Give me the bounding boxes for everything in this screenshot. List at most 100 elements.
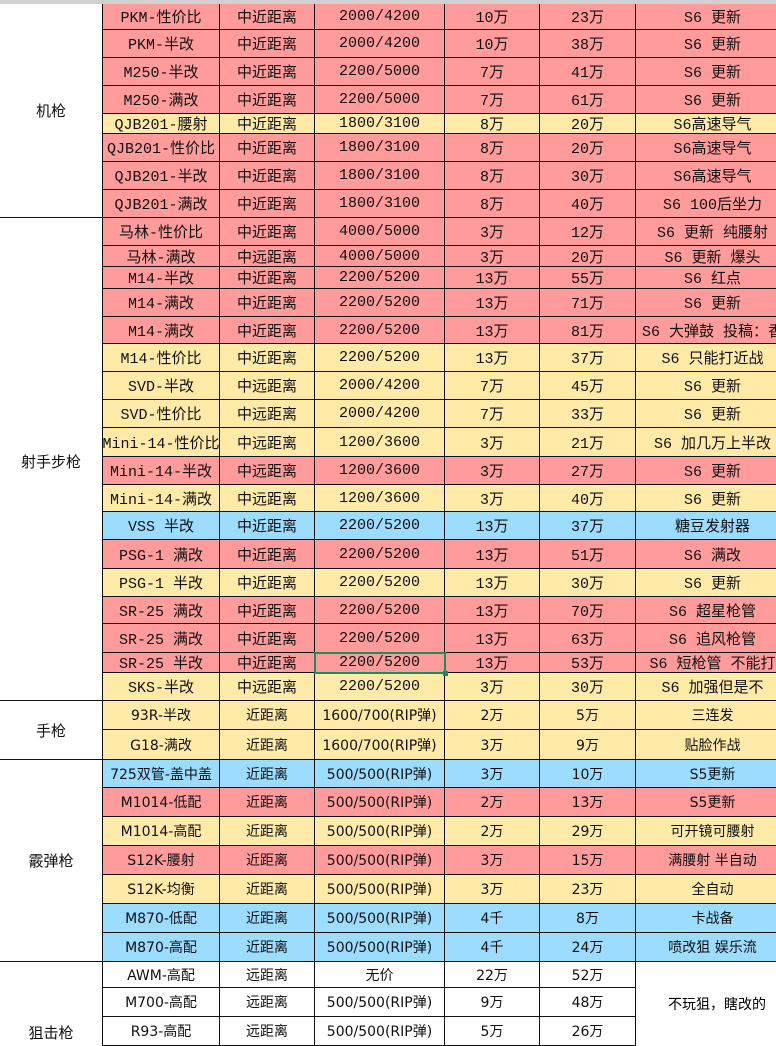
distance-cell[interactable]: 2000/4200 [315,372,445,400]
base-price-cell[interactable]: 9万 [445,988,540,1017]
full-price-cell[interactable]: 40万 [540,190,636,218]
range-cell[interactable]: 中近距离 [220,540,315,569]
note-cell[interactable]: 可开镜可腰射 [636,817,776,846]
distance-cell[interactable]: 无价 [315,962,445,988]
distance-cell[interactable]: 2200/5200 [315,673,445,701]
note-cell[interactable]: S6 只能打近战 [636,344,776,372]
base-price-cell[interactable]: 10万 [445,30,540,58]
weapon-name-cell[interactable]: SR-25 满改 [102,624,220,653]
full-price-cell[interactable]: 30万 [540,162,636,190]
weapon-name-cell[interactable]: 725双管-盖中盖 [102,760,220,788]
base-price-cell[interactable]: 3万 [445,485,540,512]
weapon-name-cell[interactable]: M250-满改 [102,86,220,114]
note-cell[interactable]: S6 100后坐力 [636,190,776,218]
distance-cell[interactable]: 2000/4200 [315,400,445,428]
full-price-cell[interactable]: 20万 [540,134,636,162]
full-price-cell[interactable]: 30万 [540,673,636,701]
weapon-name-cell[interactable]: SR-25 半改 [102,653,220,673]
full-price-cell[interactable]: 51万 [540,540,636,569]
full-price-cell[interactable]: 48万 [540,988,636,1017]
distance-cell[interactable]: 2200/5200 [315,624,445,653]
group-label[interactable]: 狙击枪 [28,1024,74,1042]
note-cell[interactable]: 卡战备 [636,904,776,933]
full-price-cell[interactable]: 41万 [540,58,636,86]
distance-cell[interactable]: 4000/5000 [315,246,445,267]
base-price-cell[interactable]: 13万 [445,512,540,540]
note-cell[interactable]: 糖豆发射器 [636,512,776,540]
distance-cell[interactable]: 4000/5000 [315,218,445,246]
note-cell[interactable]: 满腰射 半自动 [636,846,776,875]
base-price-cell[interactable]: 3万 [445,730,540,760]
note-cell[interactable]: 喷改狙 娱乐流 [636,933,776,962]
note-cell[interactable]: S6 更新 [636,86,776,114]
full-price-cell[interactable]: 10万 [540,760,636,788]
distance-cell[interactable]: 2200/5200 [315,512,445,540]
range-cell[interactable]: 中远距离 [220,372,315,400]
range-cell[interactable]: 中近距离 [220,134,315,162]
full-price-cell[interactable]: 23万 [540,875,636,904]
weapon-name-cell[interactable]: VSS 半改 [102,512,220,540]
full-price-cell[interactable]: 8万 [540,904,636,933]
range-cell[interactable]: 中近距离 [220,190,315,218]
range-cell[interactable]: 近距离 [220,933,315,962]
range-cell[interactable]: 中近距离 [220,218,315,246]
full-price-cell[interactable]: 15万 [540,846,636,875]
note-cell[interactable]: S6 更新 [636,457,776,485]
note-cell[interactable]: 全自动 [636,875,776,904]
range-cell[interactable]: 近距离 [220,875,315,904]
weapon-name-cell[interactable]: SR-25 满改 [102,597,220,624]
weapon-name-cell[interactable]: SVD-半改 [102,372,220,400]
distance-cell[interactable]: 2200/5200 [315,344,445,372]
range-cell[interactable]: 中近距离 [220,344,315,372]
base-price-cell[interactable]: 2万 [445,788,540,817]
base-price-cell[interactable]: 8万 [445,162,540,190]
weapon-name-cell[interactable]: PSG-1 半改 [102,569,220,597]
range-cell[interactable]: 中近距离 [220,317,315,344]
group-label[interactable]: 霰弹枪 [0,760,102,962]
note-cell[interactable]: S6高速导气 [636,134,776,162]
range-cell[interactable]: 近距离 [220,760,315,788]
range-cell[interactable]: 近距离 [220,730,315,760]
weapon-name-cell[interactable]: PSG-1 满改 [102,540,220,569]
distance-cell[interactable]: 500/500(RIP弹) [315,988,445,1017]
weapon-name-cell[interactable]: 马林-性价比 [102,218,220,246]
range-cell[interactable]: 远距离 [220,988,315,1017]
note-cell[interactable]: S6 更新 [636,372,776,400]
range-cell[interactable]: 中远距离 [220,246,315,267]
note-cell[interactable]: S6 更新 [636,30,776,58]
range-cell[interactable]: 中远距离 [220,673,315,701]
distance-cell[interactable]: 2200/5200 [315,653,445,673]
distance-cell[interactable]: 1200/3600 [315,457,445,485]
distance-cell[interactable]: 500/500(RIP弹) [315,933,445,962]
base-price-cell[interactable]: 7万 [445,86,540,114]
range-cell[interactable]: 近距离 [220,817,315,846]
distance-cell[interactable]: 2200/5200 [315,317,445,344]
distance-cell[interactable]: 2000/4200 [315,4,445,30]
group-label[interactable]: 射手步枪 [0,218,102,701]
weapon-name-cell[interactable]: M250-半改 [102,58,220,86]
base-price-cell[interactable]: 3万 [445,875,540,904]
note-cell[interactable]: S6 追风枪管 [636,624,776,653]
weapon-name-cell[interactable]: Mini-14-半改 [102,457,220,485]
full-price-cell[interactable]: 20万 [540,246,636,267]
note-cell[interactable]: S6 更新 [636,569,776,597]
range-cell[interactable]: 远距离 [220,1017,315,1046]
range-cell[interactable]: 中近距离 [220,289,315,317]
base-price-cell[interactable]: 3万 [445,760,540,788]
base-price-cell[interactable]: 13万 [445,540,540,569]
weapon-name-cell[interactable]: 马林-满改 [102,246,220,267]
note-cell[interactable]: S6 更新 [636,400,776,428]
base-price-cell[interactable]: 4千 [445,933,540,962]
distance-cell[interactable]: 500/500(RIP弹) [315,846,445,875]
base-price-cell[interactable]: 8万 [445,114,540,134]
base-price-cell[interactable]: 13万 [445,317,540,344]
range-cell[interactable]: 中近距离 [220,58,315,86]
full-price-cell[interactable]: 33万 [540,400,636,428]
range-cell[interactable]: 中近距离 [220,624,315,653]
weapon-name-cell[interactable]: M870-高配 [102,933,220,962]
full-price-cell[interactable]: 23万 [540,4,636,30]
note-cell[interactable]: S6 更新 [636,289,776,317]
range-cell[interactable]: 中远距离 [220,457,315,485]
distance-cell[interactable]: 2200/5200 [315,289,445,317]
weapon-name-cell[interactable]: QJB201-腰射 [102,114,220,134]
